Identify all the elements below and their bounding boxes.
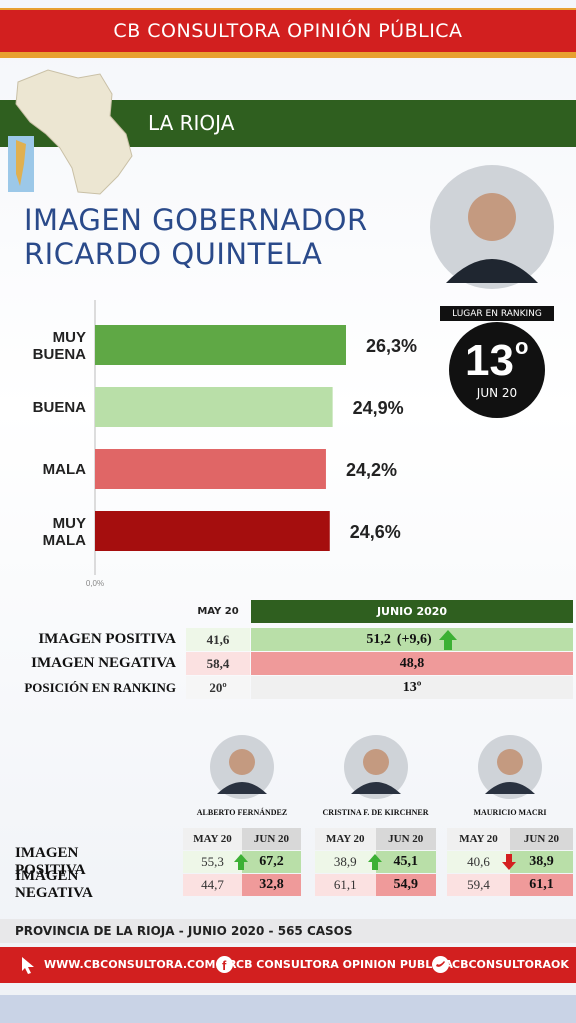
facebook-icon: f	[216, 956, 233, 973]
negative-may: 44,7	[183, 874, 242, 896]
positive-may: 40,6	[447, 851, 510, 873]
may-value: 58,4	[186, 652, 250, 675]
footer-note-bar	[0, 919, 576, 943]
ranking-value: 13	[465, 336, 514, 385]
title-line: RICARDO QUINTELA	[24, 237, 323, 271]
header-cell: MAY 20	[447, 828, 510, 850]
row-label: POSICIÓN EN RANKING	[24, 679, 176, 695]
may-value: 20º	[186, 676, 250, 699]
header-cell: JUN 20	[510, 828, 573, 850]
map-shape	[15, 69, 133, 195]
june-value: 51,2	[366, 631, 391, 647]
value-label: 26,3%	[366, 336, 417, 356]
cursor-icon	[22, 957, 34, 974]
bar	[95, 387, 333, 427]
twitter-icon	[432, 956, 449, 973]
row-label: IMAGEN POSITIVA	[38, 631, 176, 647]
title-line: IMAGEN GOBERNADOR	[24, 203, 368, 237]
region-title: LA RIOJA	[148, 111, 235, 135]
row-label: IMAGEN NEGATIVA	[15, 868, 93, 901]
twitter-link[interactable]: CBCONSULTORAOK	[452, 958, 569, 971]
positive-jun: 38,9	[510, 851, 573, 873]
x-tick-label: 0,0%	[86, 579, 104, 588]
ranking-circle: 13 o JUN 20	[449, 322, 545, 418]
ranking-ordinal: o	[515, 334, 529, 359]
person-photo	[210, 735, 274, 799]
map	[8, 69, 133, 195]
svg-text:f: f	[222, 958, 227, 973]
photo	[430, 165, 554, 289]
header-cell: JUNIO 2020	[251, 600, 573, 623]
category-label: MUY BUENA	[33, 329, 87, 363]
june-value: 13º	[402, 679, 422, 695]
web-link[interactable]: WWW.CBCONSULTORA.COM.AR	[44, 958, 237, 971]
person-photo	[478, 735, 542, 799]
person-photo	[343, 735, 408, 799]
person-name: ALBERTO FERNÁNDEZ	[196, 807, 288, 817]
negative-jun: 61,1	[510, 874, 573, 896]
up-arrow	[438, 629, 457, 650]
footer-links: WWW.CBCONSULTORA.COM.AR CB CONSULTORA OP…	[0, 947, 576, 983]
category-label: MALA	[43, 461, 86, 478]
negative-jun: 32,8	[242, 874, 301, 896]
header-cell: JUN 20	[375, 828, 436, 850]
june-cell: 48,8	[251, 652, 573, 675]
ranking-date: JUN 20	[476, 386, 518, 400]
category-label: BUENA	[33, 399, 87, 416]
category-label: MUY MALA	[43, 515, 86, 549]
june-value: 48,8	[399, 655, 425, 671]
positive-jun: 45,1	[375, 851, 436, 873]
trend-arrow	[234, 854, 248, 870]
header-title: CB CONSULTORA OPINIÓN PÚBLICA	[0, 10, 576, 52]
ranking-label: LUGAR EN RANKING	[440, 306, 554, 321]
june-cell: 13º	[251, 676, 573, 699]
person-name: CRISTINA F. DE KIRCHNER	[322, 807, 429, 817]
negative-may: 59,4	[447, 874, 510, 896]
header-cell: MAY 20	[183, 828, 242, 850]
photo-body	[446, 259, 538, 283]
positive-may: 38,9	[315, 851, 376, 873]
positive-jun: 67,2	[242, 851, 301, 873]
bar	[95, 325, 346, 365]
chart: 0,0% MUY BUENA 26,3% BUENA 24,9% MALA 24,2% MUY M…	[33, 300, 417, 588]
map-inset-land	[16, 140, 26, 186]
value-label: 24,6%	[350, 522, 401, 542]
photo-face	[468, 193, 516, 241]
positive-may: 55,3	[183, 851, 242, 873]
bottom-strip	[0, 995, 576, 1023]
trend-arrow	[367, 854, 382, 870]
may-value: 41,6	[186, 628, 250, 651]
june-cell: 51,2 (+9,6)	[251, 628, 573, 651]
trend-arrow	[502, 854, 516, 870]
main-title: IMAGEN GOBERNADOR RICARDO QUINTELA	[24, 203, 368, 271]
header-cell: MAY 20	[197, 606, 239, 617]
header-cell: MAY 20	[315, 828, 376, 850]
change-value: (+9,6)	[396, 631, 432, 647]
header-cell: JUN 20	[242, 828, 301, 850]
footer-note: PROVINCIA DE LA RIOJA - JUNIO 2020 - 565…	[15, 924, 353, 938]
bar	[95, 449, 326, 489]
negative-jun: 54,9	[375, 874, 436, 896]
person-name: MAURICIO MACRI	[473, 807, 547, 817]
value-label: 24,9%	[353, 398, 404, 418]
negative-may: 61,1	[315, 874, 376, 896]
facebook-link[interactable]: CB CONSULTORA OPINION PUBLICA	[236, 958, 453, 971]
bar	[95, 511, 330, 551]
row-label: IMAGEN NEGATIVA	[31, 655, 176, 671]
value-label: 24,2%	[346, 460, 397, 480]
